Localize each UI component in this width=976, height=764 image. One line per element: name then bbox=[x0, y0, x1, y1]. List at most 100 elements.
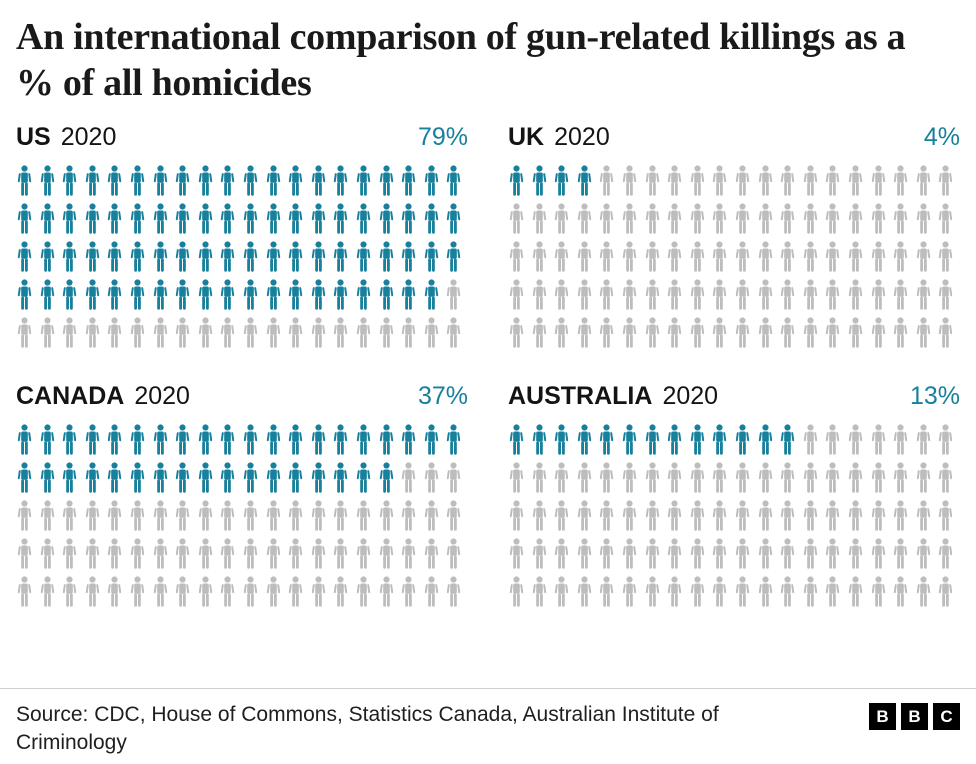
person-icon bbox=[378, 538, 395, 569]
person-icon bbox=[378, 279, 395, 310]
person-icon bbox=[892, 500, 909, 531]
person-icon bbox=[400, 203, 417, 234]
person-icon bbox=[892, 462, 909, 493]
person-icon bbox=[265, 279, 282, 310]
person-icon bbox=[824, 424, 841, 455]
person-icon bbox=[666, 576, 683, 607]
person-icon bbox=[152, 424, 169, 455]
person-icon bbox=[621, 317, 638, 348]
person-icon bbox=[576, 424, 593, 455]
person-icon bbox=[197, 576, 214, 607]
person-icon bbox=[689, 424, 706, 455]
person-icon bbox=[355, 576, 372, 607]
person-icon bbox=[219, 424, 236, 455]
person-icon bbox=[779, 500, 796, 531]
person-icon bbox=[106, 317, 123, 348]
person-icon bbox=[106, 424, 123, 455]
person-icon bbox=[219, 462, 236, 493]
person-icon bbox=[174, 317, 191, 348]
person-icon bbox=[757, 462, 774, 493]
person-icon bbox=[824, 279, 841, 310]
person-icon bbox=[711, 424, 728, 455]
person-icon bbox=[689, 538, 706, 569]
person-icon bbox=[870, 317, 887, 348]
person-icon bbox=[378, 241, 395, 272]
person-icon bbox=[937, 576, 954, 607]
person-icon bbox=[423, 462, 440, 493]
person-icon bbox=[445, 424, 462, 455]
person-icon bbox=[310, 203, 327, 234]
person-icon bbox=[937, 203, 954, 234]
person-icon bbox=[378, 165, 395, 196]
person-icon bbox=[332, 165, 349, 196]
person-icon bbox=[61, 279, 78, 310]
person-icon bbox=[734, 424, 751, 455]
person-icon bbox=[847, 317, 864, 348]
person-icon bbox=[84, 165, 101, 196]
person-icon bbox=[16, 317, 33, 348]
person-icon bbox=[84, 500, 101, 531]
person-icon bbox=[174, 576, 191, 607]
person-icon bbox=[644, 538, 661, 569]
bbc-logo: B B C bbox=[864, 703, 960, 730]
person-icon bbox=[445, 203, 462, 234]
person-icon bbox=[689, 203, 706, 234]
person-icon bbox=[174, 203, 191, 234]
person-icon bbox=[531, 500, 548, 531]
person-icon bbox=[531, 462, 548, 493]
country-label: US bbox=[16, 122, 51, 151]
person-icon bbox=[287, 500, 304, 531]
person-icon bbox=[355, 424, 372, 455]
person-icon bbox=[598, 424, 615, 455]
person-icon bbox=[508, 424, 525, 455]
year-label: 2020 bbox=[662, 381, 719, 410]
person-icon bbox=[870, 241, 887, 272]
panel-us: US 2020 79% bbox=[16, 123, 468, 348]
person-icon bbox=[553, 279, 570, 310]
person-icon bbox=[644, 279, 661, 310]
person-icon bbox=[644, 165, 661, 196]
person-icon bbox=[242, 279, 259, 310]
person-icon bbox=[84, 203, 101, 234]
person-icon bbox=[870, 462, 887, 493]
person-icon bbox=[892, 538, 909, 569]
person-icon bbox=[265, 424, 282, 455]
footer: Source: CDC, House of Commons, Statistic… bbox=[0, 688, 976, 764]
person-icon bbox=[310, 576, 327, 607]
person-icon bbox=[174, 165, 191, 196]
person-icon bbox=[242, 500, 259, 531]
person-icon bbox=[332, 576, 349, 607]
person-icon bbox=[531, 538, 548, 569]
person-icon bbox=[106, 165, 123, 196]
person-icon bbox=[847, 538, 864, 569]
person-icon bbox=[84, 538, 101, 569]
person-icon bbox=[152, 462, 169, 493]
person-icon bbox=[106, 538, 123, 569]
person-icon bbox=[937, 462, 954, 493]
person-icon bbox=[802, 241, 819, 272]
person-icon bbox=[16, 241, 33, 272]
person-icon bbox=[423, 424, 440, 455]
person-icon bbox=[61, 462, 78, 493]
person-icon bbox=[197, 462, 214, 493]
person-icon bbox=[644, 241, 661, 272]
person-icon bbox=[711, 241, 728, 272]
person-icon bbox=[152, 241, 169, 272]
person-icon bbox=[598, 241, 615, 272]
country-label: CANADA bbox=[16, 381, 125, 410]
person-icon bbox=[287, 279, 304, 310]
panel-header: AUSTRALIA 2020 13% bbox=[508, 382, 960, 411]
person-icon bbox=[553, 241, 570, 272]
person-icon bbox=[174, 462, 191, 493]
person-icon bbox=[576, 576, 593, 607]
person-icon bbox=[152, 165, 169, 196]
person-icon bbox=[355, 279, 372, 310]
person-icon bbox=[332, 500, 349, 531]
person-icon bbox=[242, 538, 259, 569]
person-icon bbox=[355, 241, 372, 272]
person-icon bbox=[219, 317, 236, 348]
person-icon bbox=[779, 203, 796, 234]
person-icon bbox=[621, 576, 638, 607]
person-icon bbox=[332, 241, 349, 272]
person-icon bbox=[355, 165, 372, 196]
